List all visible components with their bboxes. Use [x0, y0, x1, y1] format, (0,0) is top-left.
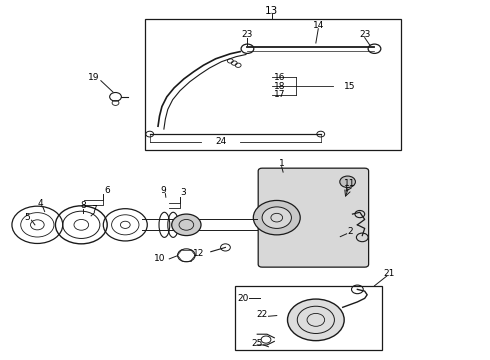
Bar — [235, 286, 382, 350]
Text: 14: 14 — [313, 21, 324, 30]
Text: 9: 9 — [161, 186, 166, 195]
Text: 6: 6 — [104, 186, 110, 195]
Text: 1: 1 — [279, 159, 285, 168]
Text: 2: 2 — [347, 228, 353, 237]
Text: 22: 22 — [256, 310, 268, 319]
Text: 5: 5 — [24, 213, 30, 222]
Bar — [145, 19, 401, 149]
Text: 12: 12 — [193, 249, 204, 258]
Text: 25: 25 — [251, 339, 263, 348]
Circle shape — [172, 214, 201, 235]
FancyBboxPatch shape — [258, 168, 368, 267]
Text: 16: 16 — [274, 73, 286, 82]
Text: 3: 3 — [180, 188, 186, 197]
Text: 7: 7 — [92, 205, 98, 214]
Text: 8: 8 — [80, 201, 86, 210]
Text: 18: 18 — [274, 82, 286, 91]
Circle shape — [340, 176, 355, 188]
Text: 11: 11 — [344, 179, 356, 188]
Text: 19: 19 — [88, 73, 99, 82]
Text: 20: 20 — [237, 294, 248, 303]
Text: 10: 10 — [154, 255, 165, 264]
Text: 15: 15 — [344, 82, 356, 91]
Circle shape — [288, 299, 344, 341]
Circle shape — [253, 201, 300, 235]
Text: 21: 21 — [384, 269, 395, 278]
Text: 17: 17 — [274, 90, 286, 99]
Text: 4: 4 — [38, 199, 44, 208]
Text: 13: 13 — [265, 6, 278, 17]
Text: 24: 24 — [215, 137, 226, 146]
Text: 23: 23 — [242, 30, 253, 39]
Text: 23: 23 — [359, 30, 370, 39]
Circle shape — [262, 207, 292, 228]
